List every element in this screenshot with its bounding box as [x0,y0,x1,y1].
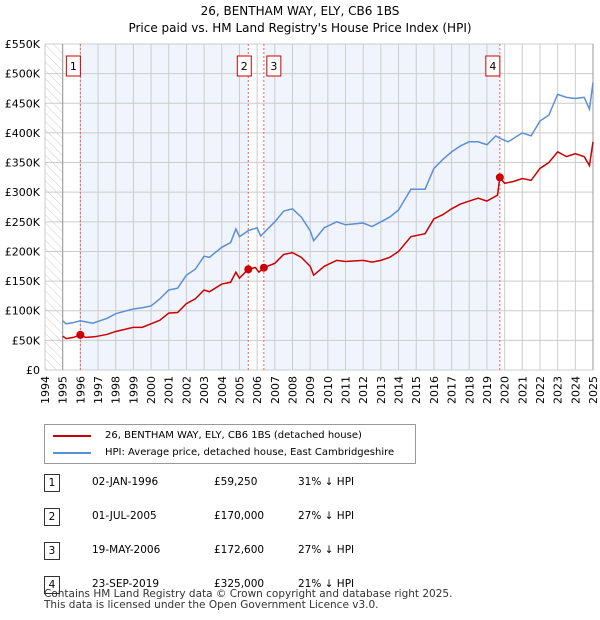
chart-title: 26, BENTHAM WAY, ELY, CB6 1BS [200,4,400,18]
y-tick-label: £50K [12,334,41,347]
x-tick-label: 2003 [198,376,211,404]
x-tick-label: 2011 [340,376,353,404]
x-tick-label: 2004 [216,376,229,404]
y-tick-label: £100K [5,305,41,318]
x-tick-label: 2015 [410,376,423,404]
ownership-shade [263,44,500,370]
x-tick-label: 2018 [463,376,476,404]
sale-point [76,330,85,339]
sale-row: 1 02-JAN-1996 £59,250 31% ↓ HPI [44,474,464,494]
y-tick-label: £350K [5,157,41,170]
x-tick-label: 2020 [499,376,512,404]
sale-label-box [236,55,252,77]
sale-number: 4 [44,576,60,594]
x-tick-label: 2023 [552,376,565,404]
footer-line: This data is licensed under the Open Gov… [44,599,379,611]
sale-price: £170,000 [214,510,265,522]
sale-label: 3 [270,60,277,73]
ownership-shade [80,44,249,370]
series-line [62,141,594,340]
sale-number: 3 [44,542,60,560]
sale-label-box [266,55,282,77]
sale-date: 01-JUL-2005 [92,510,157,522]
sale-hpi-diff: 21% ↓ HPI [298,578,355,590]
x-tick-label: 2021 [516,376,529,404]
x-tick-label: 2007 [269,376,282,404]
x-tick-label: 1996 [74,376,87,404]
legend-swatch [53,434,91,437]
x-tick-label: 1994 [39,376,52,404]
sale-date: 23-SEP-2019 [92,578,160,590]
x-tick-label: 2001 [163,376,176,404]
sale-label-box [485,55,501,77]
x-tick-label: 2014 [393,376,406,404]
x-tick-label: 1999 [127,376,140,404]
x-tick-label: 2000 [145,376,158,404]
x-tick-label: 2012 [357,376,370,404]
sale-price: £325,000 [214,578,265,590]
footer: Contains HM Land Registry data © Crown c… [44,589,452,611]
x-tick-label: 2022 [534,376,547,404]
x-tick-label: 2019 [481,376,494,404]
x-tick-label: 2010 [322,376,335,404]
x-tick-label: 2017 [446,376,459,404]
x-tick-label: 1998 [110,376,123,404]
y-tick-label: £200K [5,245,41,258]
legend-label: HPI: Average price, detached house, East… [105,447,395,458]
price-chart: 1994 1995 1996 1997 1998 1999 2000 2001 2002 2003… [5,38,600,404]
sale-date: 19-MAY-2006 [92,544,161,556]
x-tick-label: 2024 [569,376,582,404]
sale-hpi-diff: 31% ↓ HPI [298,476,355,488]
sale-label: 4 [489,60,496,73]
sale-date: 02-JAN-1996 [92,476,159,488]
x-tick-label: 1997 [92,376,105,404]
series-line [62,82,594,325]
sale-row: 4 23-SEP-2019 £325,000 21% ↓ HPI [44,576,464,596]
x-tick-label: 2016 [428,376,441,404]
x-tick-label: 2006 [251,376,264,404]
sale-label: 1 [70,60,77,73]
y-tick-label: £450K [5,97,41,110]
y-tick-label: £400K [5,127,41,140]
x-tick-label: 2009 [304,376,317,404]
y-tick-label: £550K [5,38,41,51]
pre-data-hatch [45,44,63,370]
chart-subtitle: Price paid vs. HM Land Registry's House … [128,21,472,35]
sale-price: £172,600 [214,544,265,556]
sale-number: 2 [44,508,60,526]
y-tick-label: £150K [5,275,41,288]
sale-point [259,263,268,272]
y-tick-label: £300K [5,186,41,199]
x-tick-label: 2002 [180,376,193,404]
legend-item-property: 26, BENTHAM WAY, ELY, CB6 1BS (detached … [53,430,362,441]
x-tick-label: 2008 [286,376,299,404]
legend-label: 26, BENTHAM WAY, ELY, CB6 1BS (detached … [105,430,362,441]
y-tick-label: £250K [5,216,41,229]
sale-point [244,265,253,274]
x-tick-label: 1995 [57,376,70,404]
legend-swatch [53,451,91,454]
y-tick-label: £0 [26,364,40,377]
sale-label: 2 [241,60,248,73]
footer-line: Contains HM Land Registry data © Crown c… [44,588,453,600]
y-tick-label: £500K [5,68,41,81]
x-tick-label: 2025 [587,376,600,404]
sale-hpi-diff: 27% ↓ HPI [298,544,355,556]
sale-row: 2 01-JUL-2005 £170,000 27% ↓ HPI [44,508,464,528]
sale-point [495,173,504,182]
x-tick-label: 2005 [233,376,246,404]
sale-label-box [65,55,81,77]
x-tick-label: 2013 [375,376,388,404]
sale-row: 3 19-MAY-2006 £172,600 27% ↓ HPI [44,542,464,562]
legend: 26, BENTHAM WAY, ELY, CB6 1BS (detached … [44,424,416,464]
sale-number: 1 [44,474,60,492]
sale-hpi-diff: 27% ↓ HPI [298,510,355,522]
legend-item-hpi: HPI: Average price, detached house, East… [53,447,394,458]
sale-price: £59,250 [214,476,258,488]
